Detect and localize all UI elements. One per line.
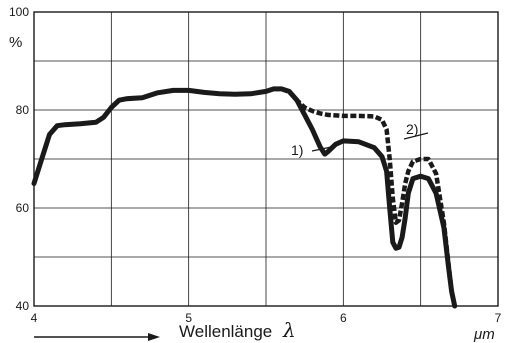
plot-frame: [33, 11, 499, 307]
tick-labels: 4 5 6 7 40 60 80 100: [9, 5, 502, 325]
y-tick-label: 100: [9, 5, 29, 19]
x-axis-title: Wellenlänge λ: [34, 318, 296, 342]
annotation-leader-1: [311, 145, 337, 152]
series-group: [31, 86, 458, 309]
lambda-symbol: λ: [282, 318, 296, 342]
y-unit-label: %: [9, 34, 22, 51]
y-tick-label: 40: [16, 299, 30, 313]
annotation-label-2: 2): [406, 121, 418, 137]
plot-border: [33, 11, 499, 307]
curve-annotations: 1) 2): [291, 121, 429, 158]
x-tick-label: 7: [495, 311, 502, 325]
annotation-leader-2: [403, 132, 429, 140]
x-axis-label: Wellenlänge: [179, 322, 272, 341]
y-tick-label: 60: [16, 201, 30, 215]
x-tick-label: 4: [31, 311, 38, 325]
series-line-2: [273, 86, 454, 292]
y-tick-label: 80: [16, 103, 30, 117]
annotation-label-1: 1): [291, 142, 303, 158]
axis-arrow-head: [148, 333, 160, 341]
series-line-1: [31, 86, 458, 309]
x-tick-label: 5: [185, 311, 192, 325]
x-tick-label: 6: [340, 311, 347, 325]
x-unit-label: μm: [473, 326, 495, 343]
